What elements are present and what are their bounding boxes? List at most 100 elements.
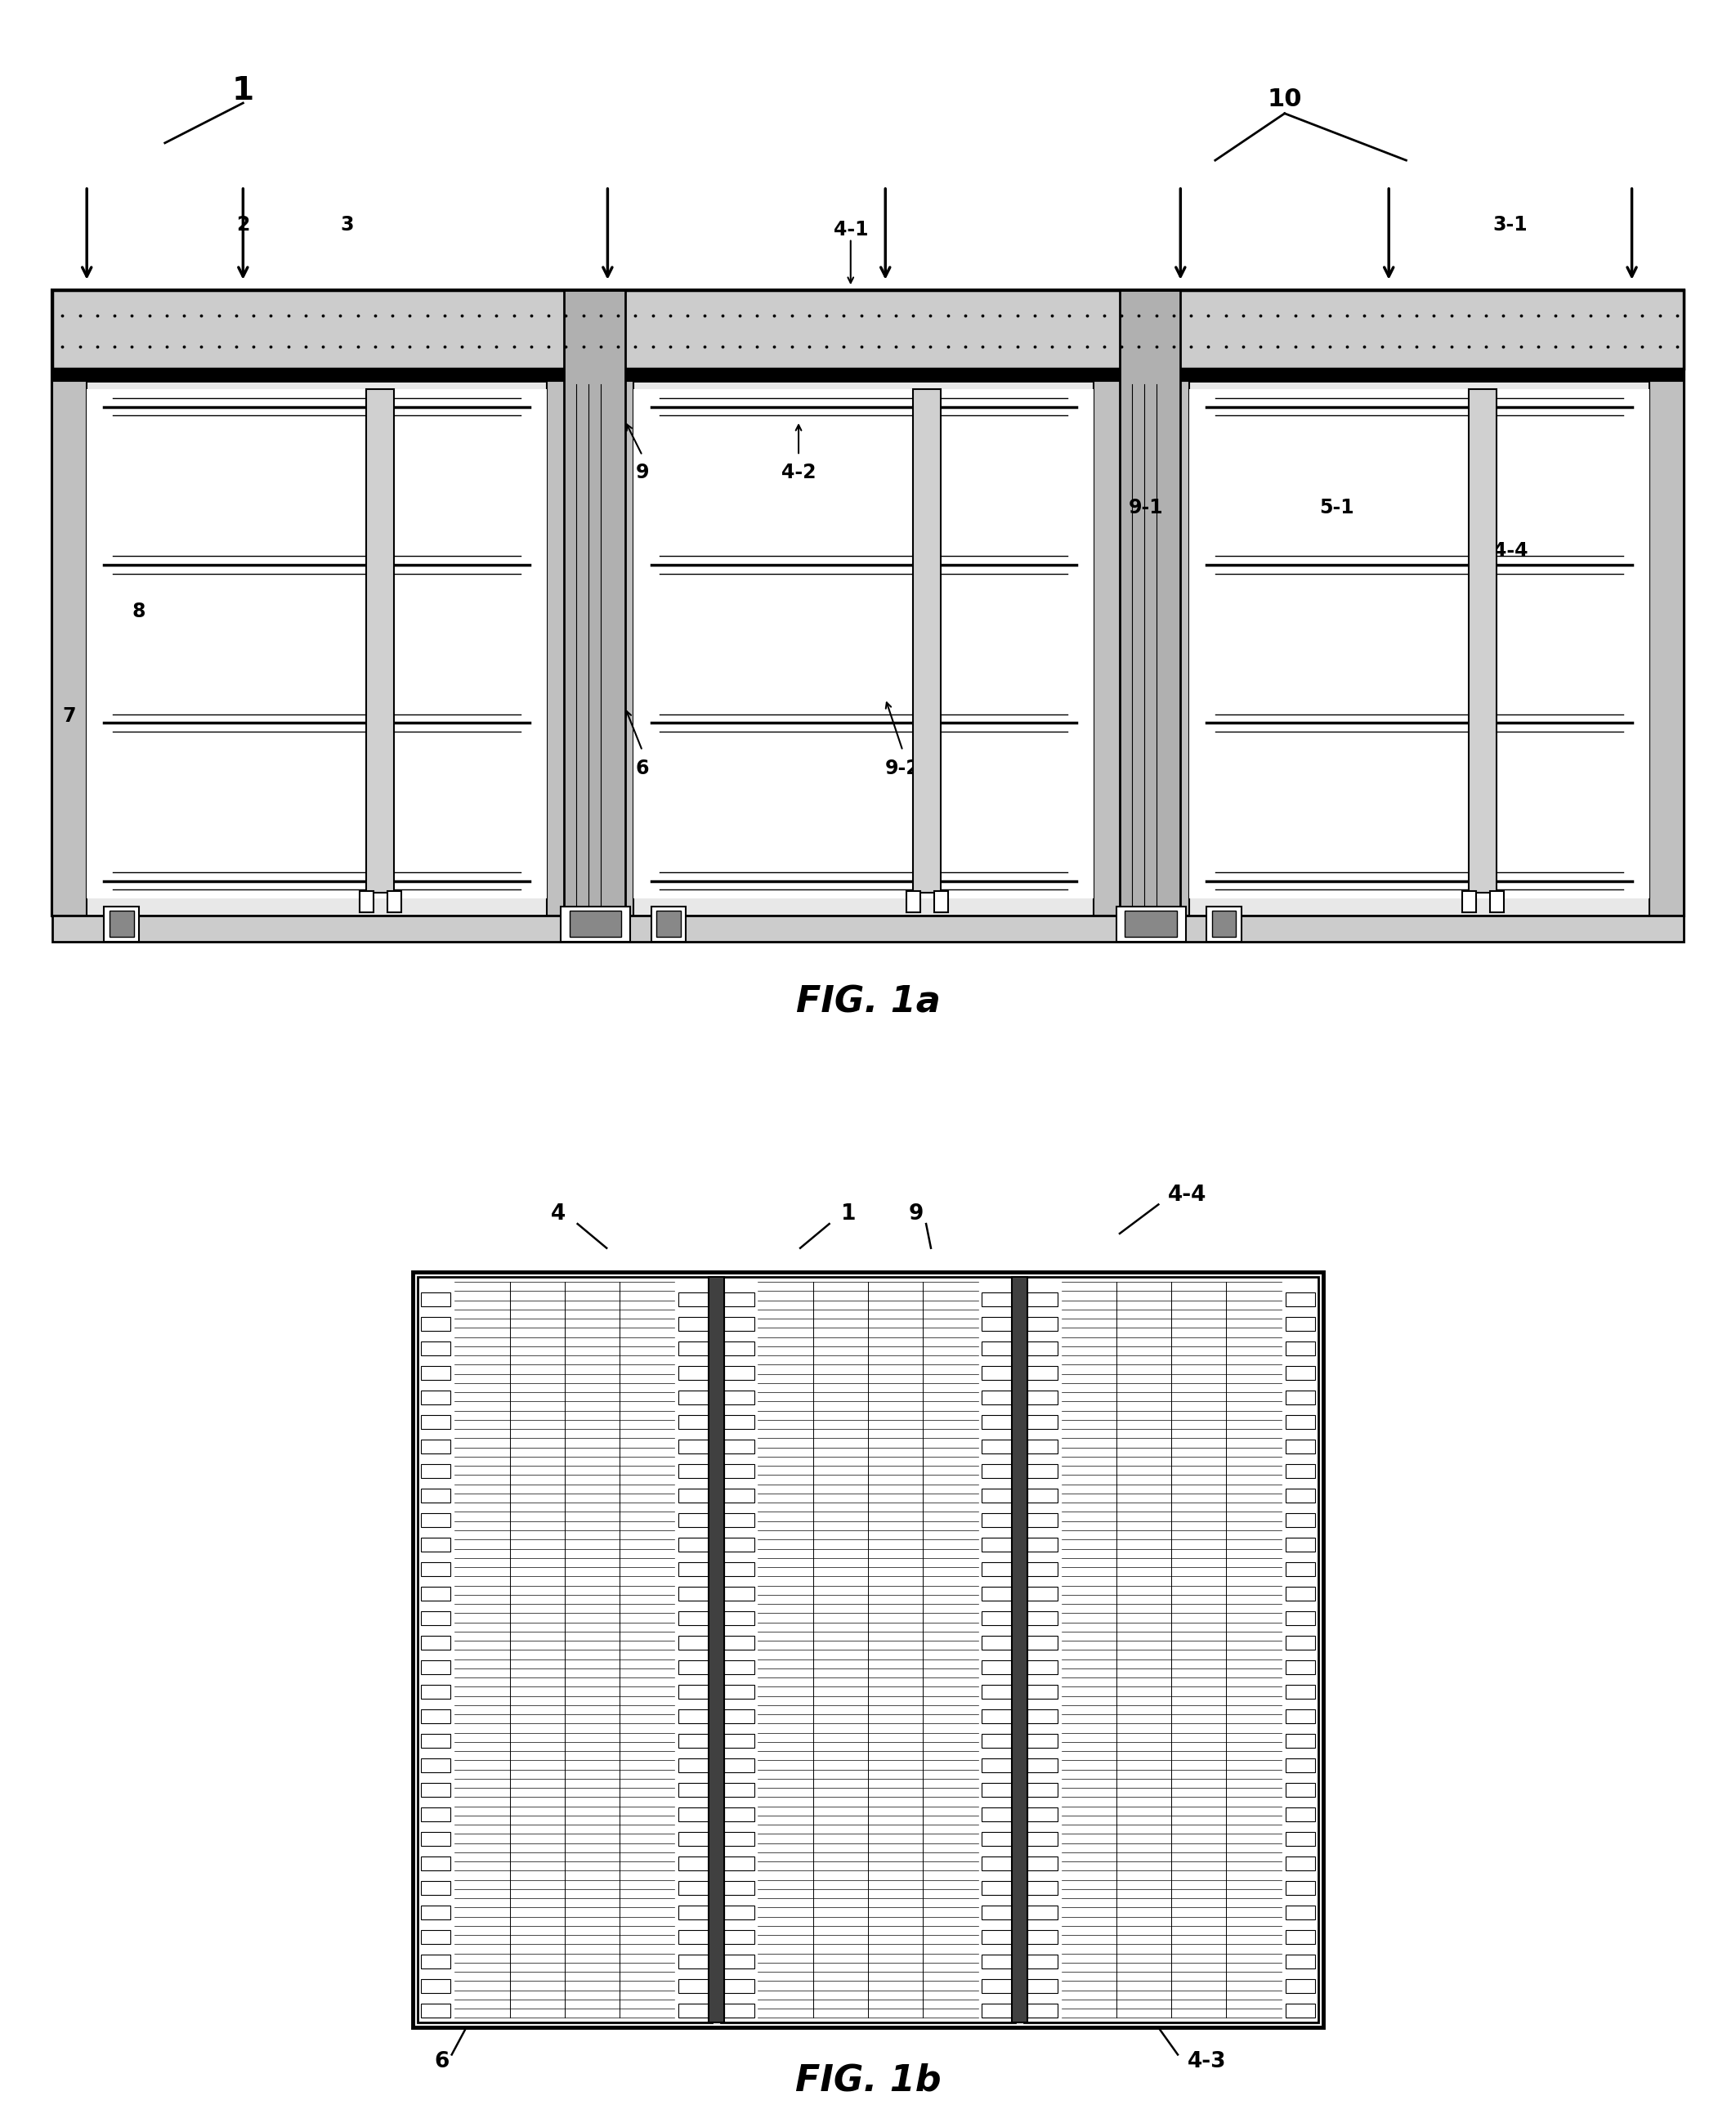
Bar xyxy=(1028,1610,1057,1625)
Bar xyxy=(359,890,373,911)
Bar xyxy=(1285,1905,1316,1920)
Bar xyxy=(420,1292,451,1307)
Text: 4-3: 4-3 xyxy=(1187,2050,1226,2071)
Bar xyxy=(1462,890,1476,911)
Bar xyxy=(679,1880,708,1894)
Text: 5-1: 5-1 xyxy=(1319,497,1354,518)
Bar xyxy=(599,381,1128,916)
Text: 4-2: 4-2 xyxy=(781,463,816,482)
Bar xyxy=(420,1610,451,1625)
Bar xyxy=(1649,381,1684,916)
Bar xyxy=(1125,909,1177,937)
Bar xyxy=(1028,1562,1057,1577)
Bar xyxy=(679,1587,708,1600)
Bar xyxy=(724,1292,753,1307)
Bar xyxy=(679,1661,708,1673)
Bar xyxy=(1285,1661,1316,1673)
Bar xyxy=(983,1488,1012,1503)
Bar xyxy=(420,1537,451,1551)
Bar xyxy=(1285,1636,1316,1650)
Bar xyxy=(724,1366,753,1381)
Bar xyxy=(420,1930,451,1945)
Bar xyxy=(679,1389,708,1404)
Bar xyxy=(1028,1880,1057,1894)
Bar xyxy=(724,1440,753,1455)
Bar xyxy=(679,1341,708,1356)
Bar xyxy=(1028,1979,1057,1993)
Bar xyxy=(1012,1278,1028,2023)
Bar xyxy=(52,290,1684,916)
Bar xyxy=(420,1684,451,1699)
Bar xyxy=(420,1880,451,1894)
Bar xyxy=(109,909,134,937)
Text: 4-1: 4-1 xyxy=(833,219,868,240)
Bar xyxy=(1154,381,1189,916)
Bar xyxy=(983,1880,1012,1894)
Bar xyxy=(1285,1709,1316,1724)
Bar xyxy=(1285,1341,1316,1356)
Bar xyxy=(1028,1488,1057,1503)
Bar xyxy=(1028,1905,1057,1920)
Bar xyxy=(724,1537,753,1551)
Bar xyxy=(651,907,686,941)
Bar xyxy=(724,1880,753,1894)
Bar xyxy=(1028,1930,1057,1945)
Text: 3: 3 xyxy=(340,215,354,234)
Text: 1: 1 xyxy=(233,76,253,107)
Bar xyxy=(1028,1636,1057,1650)
Bar xyxy=(1028,1953,1057,1968)
Bar xyxy=(679,1415,708,1429)
Bar xyxy=(87,389,547,899)
Bar xyxy=(983,1857,1012,1871)
Bar xyxy=(1154,381,1684,916)
Bar xyxy=(724,1636,753,1650)
Text: 2: 2 xyxy=(236,215,250,234)
Bar xyxy=(983,1610,1012,1625)
Bar xyxy=(420,1562,451,1577)
Bar xyxy=(547,381,582,916)
Bar xyxy=(413,1271,1323,2027)
Bar xyxy=(1285,1783,1316,1798)
Bar xyxy=(724,1783,753,1798)
Bar xyxy=(913,389,941,893)
Bar xyxy=(420,1415,451,1429)
Text: 9-2: 9-2 xyxy=(885,758,920,779)
Bar xyxy=(679,1979,708,1993)
Bar xyxy=(1028,1857,1057,1871)
Bar xyxy=(1028,1292,1057,1307)
Bar xyxy=(983,1661,1012,1673)
Bar xyxy=(420,2004,451,2019)
Bar xyxy=(679,1610,708,1625)
Bar xyxy=(420,1758,451,1772)
Bar xyxy=(724,1415,753,1429)
Bar xyxy=(1024,1278,1318,2023)
Bar xyxy=(724,1930,753,1945)
Bar xyxy=(679,1440,708,1455)
Bar xyxy=(679,1463,708,1478)
Bar xyxy=(420,1905,451,1920)
Bar xyxy=(679,1930,708,1945)
Bar xyxy=(983,1709,1012,1724)
Bar xyxy=(599,381,634,916)
Bar xyxy=(1028,2004,1057,2019)
Bar xyxy=(1285,1808,1316,1821)
Bar xyxy=(724,1979,753,1993)
Bar xyxy=(679,1537,708,1551)
Bar xyxy=(420,1979,451,1993)
Bar xyxy=(1469,389,1496,893)
Bar xyxy=(1285,1930,1316,1945)
Bar xyxy=(679,1953,708,1968)
Bar xyxy=(420,1341,451,1356)
Bar xyxy=(983,1341,1012,1356)
Bar xyxy=(724,1389,753,1404)
Bar xyxy=(1285,1587,1316,1600)
Text: FIG. 1a: FIG. 1a xyxy=(795,985,941,1021)
Bar xyxy=(983,1562,1012,1577)
Bar xyxy=(983,1808,1012,1821)
Bar xyxy=(724,1661,753,1673)
Bar xyxy=(679,1758,708,1772)
Bar xyxy=(983,1537,1012,1551)
Bar xyxy=(366,389,394,893)
Bar xyxy=(983,1953,1012,1968)
Bar xyxy=(679,1513,708,1528)
